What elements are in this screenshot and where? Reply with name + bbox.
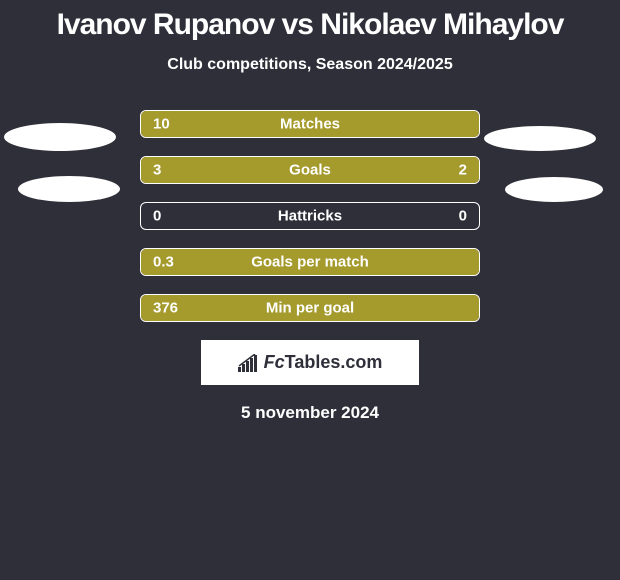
stat-value-left: 0.3 bbox=[153, 254, 174, 271]
stat-row: Min per goal376 bbox=[140, 294, 480, 322]
logo-com: .com bbox=[340, 352, 382, 373]
date-text: 5 november 2024 bbox=[0, 403, 620, 423]
stat-value-right: 2 bbox=[459, 162, 467, 179]
stat-value-left: 376 bbox=[153, 300, 178, 317]
stat-label: Matches bbox=[141, 116, 479, 133]
stat-row: Hattricks0 0 bbox=[140, 202, 480, 230]
bar-chart-icon bbox=[238, 354, 260, 372]
page-subtitle: Club competitions, Season 2024/2025 bbox=[0, 56, 620, 74]
stat-label: Min per goal bbox=[141, 300, 479, 317]
stat-value-left: 3 bbox=[153, 162, 161, 179]
page-title: Ivanov Rupanov vs Nikolaev Mihaylov bbox=[0, 0, 620, 42]
stat-label: Goals per match bbox=[141, 254, 479, 271]
stat-row: Goals3 2 bbox=[140, 156, 480, 184]
stat-value-left: 0 bbox=[153, 208, 161, 225]
stat-label: Goals bbox=[141, 162, 479, 179]
logo-fc: Fc bbox=[264, 352, 285, 373]
stat-value-right: 0 bbox=[459, 208, 467, 225]
stat-label: Hattricks bbox=[141, 208, 479, 225]
fctables-logo: FcTables.com bbox=[201, 340, 419, 385]
stat-row: Goals per match0.3 bbox=[140, 248, 480, 276]
stat-value-left: 10 bbox=[153, 116, 170, 133]
stats-card: Ivanov Rupanov vs Nikolaev Mihaylov Club… bbox=[0, 0, 620, 580]
logo-text: FcTables.com bbox=[264, 352, 383, 373]
logo-tables: Tables bbox=[285, 352, 341, 373]
stats-bars: Matches10 Goals3 2 Hattricks0 0 Goals per mat… bbox=[0, 110, 620, 322]
stat-row: Matches10 bbox=[140, 110, 480, 138]
